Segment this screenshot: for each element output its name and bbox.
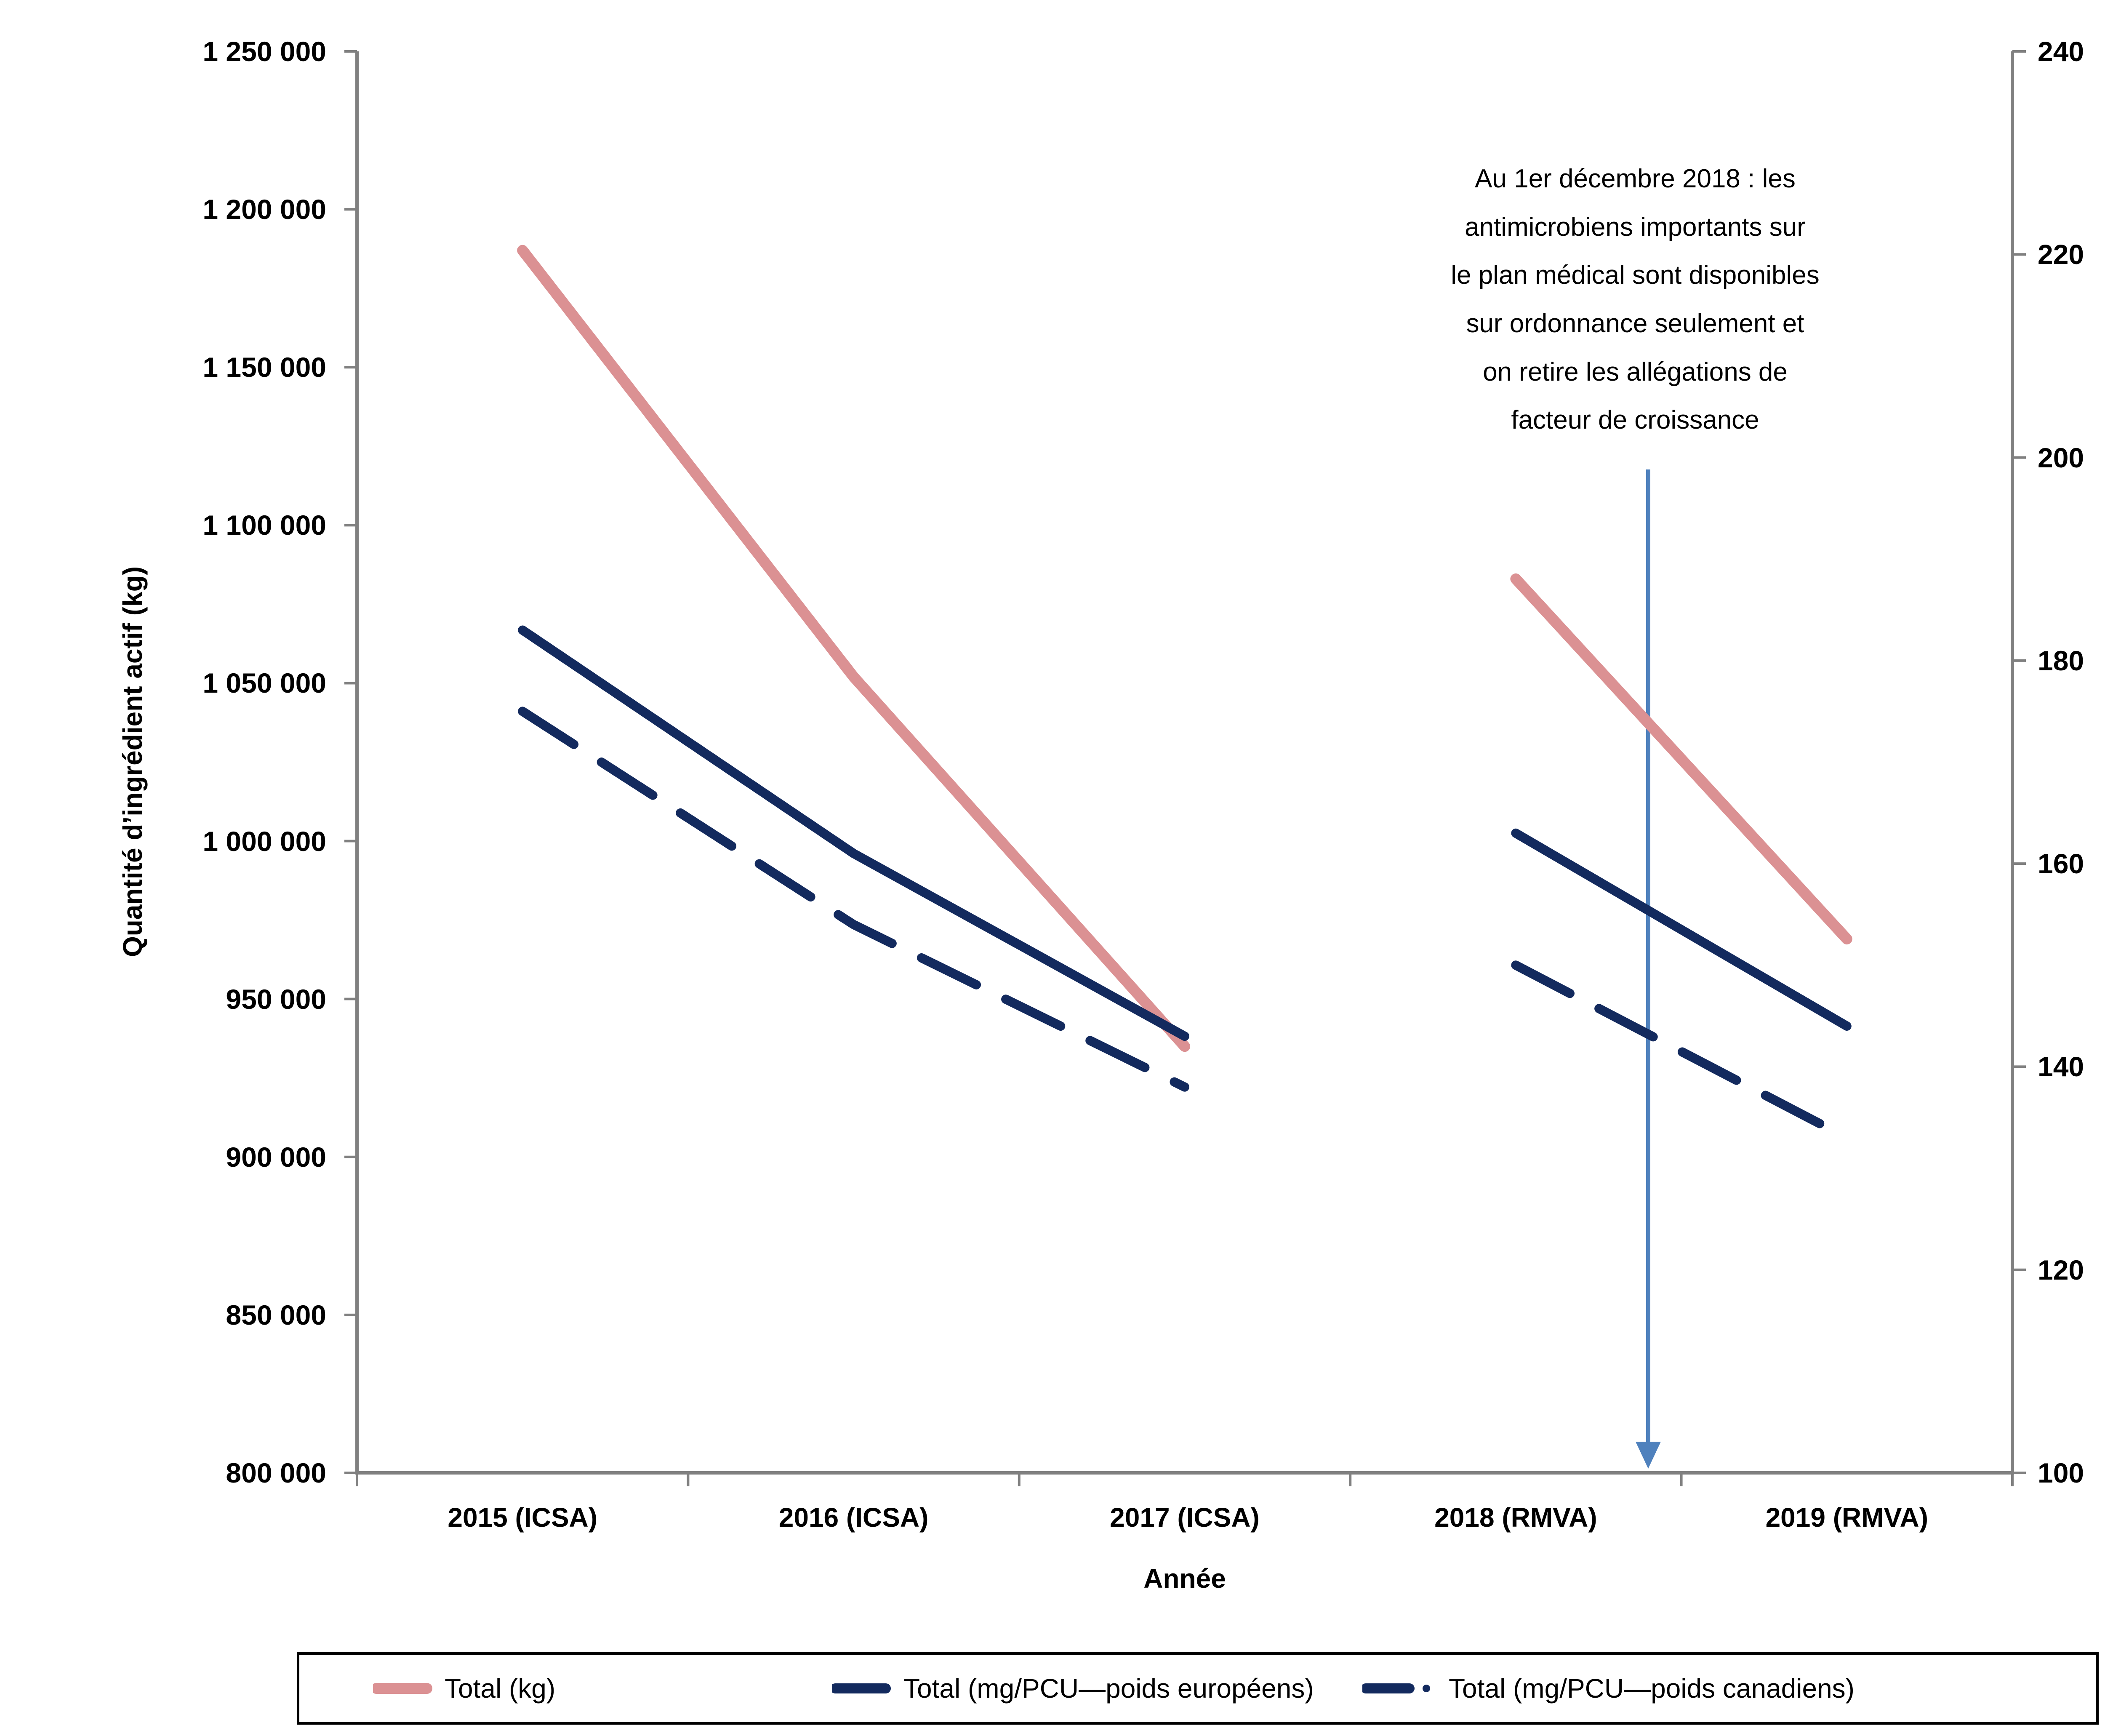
left-axis-tick-label: 1 100 000: [203, 509, 326, 541]
legend-label-mgpcu-canadiens: Total (mg/PCU—poids canadiens): [1449, 1673, 1855, 1704]
annotation-line: Au 1er décembre 2018 : les: [1475, 164, 1796, 193]
series-line-2: [1511, 960, 1852, 1143]
right-axis-tick-label: 100: [2038, 1457, 2084, 1488]
legend-item-total-kg: Total (kg): [373, 1655, 555, 1722]
annotation-arrow-head: [1636, 1442, 1661, 1469]
annotation-line: antimicrobiens importants sur: [1465, 212, 1806, 242]
legend-label-total-kg: Total (kg): [445, 1673, 556, 1704]
left-axis-tick-label: 1 250 000: [203, 36, 326, 67]
legend-item-mgpcu-canadiens: Total (mg/PCU—poids canadiens): [1362, 1655, 1855, 1722]
right-axis-tick-label: 160: [2038, 848, 2084, 880]
annotation-line: facteur de croissance: [1511, 405, 1759, 435]
right-axis-tick-label: 140: [2038, 1051, 2084, 1083]
annotation-line: sur ordonnance seulement et: [1466, 309, 1804, 339]
left-axis-tick-label: 850 000: [226, 1299, 326, 1331]
left-axis-title: Quantité d’ingrédient actif (kg): [117, 566, 148, 957]
x-axis-category-label: 2016 (ICSA): [778, 1502, 929, 1533]
right-axis-tick-label: 220: [2038, 239, 2084, 270]
x-axis-category-label: 2017 (ICSA): [1110, 1502, 1260, 1533]
left-axis-tick-label: 1 200 000: [203, 194, 326, 225]
left-axis-tick-label: 1 050 000: [203, 667, 326, 699]
x-axis-category-label: 2018 (RMVA): [1434, 1502, 1597, 1533]
series-line-1: [518, 625, 1189, 1041]
legend-swatch-mgpcu-canadiens-icon: [1362, 1683, 1430, 1693]
left-axis-tick-label: 950 000: [226, 983, 326, 1015]
legend: Total (kg) Total (mg/PCU—poids européens…: [297, 1652, 2099, 1725]
legend-swatch-total-kg-icon: [373, 1683, 432, 1694]
annotation-text: Au 1er décembre 2018 : les antimicrobiens…: [1319, 155, 1951, 445]
left-axis-tick-label: 800 000: [226, 1457, 326, 1488]
series-line-0: [517, 245, 1190, 1052]
left-axis-tick-label: 1 150 000: [203, 352, 326, 383]
legend-item-mgpcu-europeens: Total (mg/PCU—poids européens): [832, 1655, 1314, 1722]
series-line-2: [518, 707, 1189, 1092]
right-axis-tick-label: 120: [2038, 1254, 2084, 1285]
x-axis-category-label: 2019 (RMVA): [1765, 1502, 1929, 1533]
left-axis-tick-label: 1 000 000: [203, 825, 326, 857]
annotation-line: le plan médical sont disponibles: [1451, 261, 1820, 290]
legend-swatch-mgpcu-europeens-icon: [832, 1683, 891, 1693]
left-axis-tick-label: 900 000: [226, 1141, 326, 1173]
right-axis-tick-label: 180: [2038, 645, 2084, 676]
legend-label-mgpcu-europeens: Total (mg/PCU—poids européens): [903, 1673, 1314, 1704]
annotation-line: on retire les allégations de: [1483, 357, 1788, 387]
series-line-1: [1511, 828, 1852, 1031]
x-axis-title: Année: [1143, 1563, 1226, 1594]
right-axis-tick-label: 200: [2038, 442, 2084, 473]
x-axis-category-label: 2015 (ICSA): [448, 1502, 598, 1533]
right-axis-tick-label: 240: [2038, 36, 2084, 67]
series-line-0: [1510, 573, 1852, 945]
